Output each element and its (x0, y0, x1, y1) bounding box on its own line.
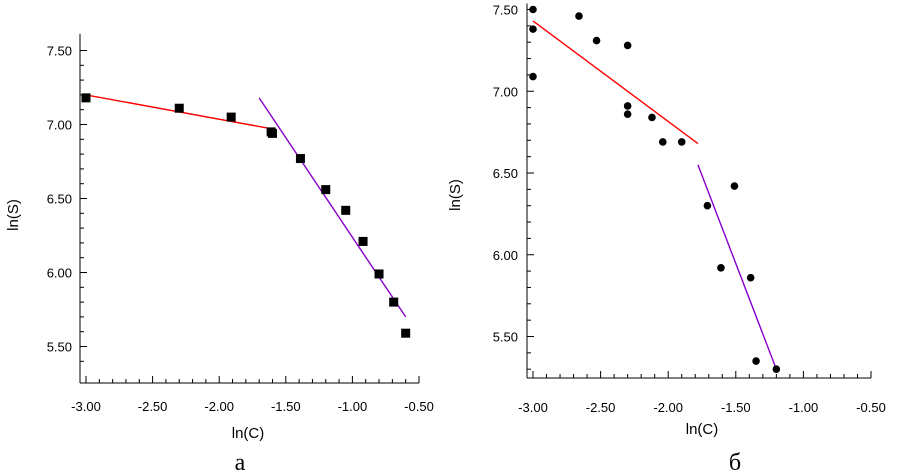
data-point (648, 113, 656, 122)
fit-line (258, 97, 407, 318)
y-tick-label: 7.50 (47, 44, 72, 59)
data-point (389, 297, 399, 307)
data-point (592, 36, 601, 45)
x-tick-label: -2.50 (586, 400, 616, 415)
x-tick-label: -0.50 (856, 400, 886, 415)
x-axis-title: ln(C) (232, 425, 265, 442)
chart-panel-b: -3.00 -2.50 -2.00 -1.50 -1.00 -0.50 5.50 6.00 6.… (447, 3, 886, 475)
x-tick-label: -0.50 (404, 399, 434, 414)
data-point (529, 72, 537, 81)
y-tick-label: 7.00 (493, 84, 518, 99)
y-tick-label: 6.50 (493, 166, 518, 181)
x-tick-label: -1.00 (789, 400, 819, 415)
x-tick-label: -3.00 (71, 399, 101, 414)
data-point (267, 128, 277, 138)
x-tick-label: -2.00 (204, 399, 234, 414)
y-axis-title: ln(S) (5, 199, 22, 231)
data-point (772, 365, 781, 374)
y-tick-label: 6.50 (47, 192, 72, 207)
y-tick-label: 6.00 (493, 248, 518, 263)
data-point (295, 154, 305, 164)
x-tick-label: -2.50 (138, 399, 168, 414)
fit-line (697, 164, 778, 370)
panel-label: б (729, 450, 741, 475)
panel-label: а (235, 450, 246, 475)
fit-line (532, 20, 699, 145)
data-point (575, 12, 583, 20)
data-point (730, 182, 739, 190)
data-point (321, 185, 331, 195)
x-tick-label: -3.00 (518, 400, 548, 415)
y-tick-label: 7.50 (493, 3, 518, 18)
data-point (746, 273, 755, 282)
data-point (717, 264, 725, 272)
data-point (623, 110, 632, 118)
y-tick-label: 5.50 (47, 340, 72, 355)
data-point (358, 236, 368, 246)
data-point (677, 138, 686, 146)
data-point (81, 93, 91, 103)
y-tick-label: 5.50 (493, 330, 518, 345)
data-point (703, 201, 712, 210)
x-axis-title: ln(C) (686, 421, 719, 438)
data-point (174, 103, 184, 113)
data-point (623, 102, 632, 110)
x-tick-label: -2.00 (653, 400, 683, 415)
data-point (401, 328, 411, 338)
data-point (529, 5, 537, 14)
data-point (226, 112, 236, 122)
x-tick-label: -1.50 (721, 400, 751, 415)
x-tick-label: -1.00 (338, 399, 368, 414)
y-tick-label: 7.00 (47, 118, 72, 133)
data-point (374, 269, 384, 279)
y-axis-title: ln(S) (447, 179, 464, 211)
data-point (752, 357, 760, 365)
x-tick-label: -1.50 (271, 399, 301, 414)
y-tick-label: 6.00 (47, 266, 72, 281)
data-point (529, 25, 537, 33)
data-point (341, 205, 351, 215)
chart-panel-a: -3.00 -2.50 -2.00 -1.50 -1.00 -0.50 5.50 6.00 6.… (5, 33, 434, 475)
data-point (658, 138, 667, 146)
data-point (623, 41, 632, 50)
